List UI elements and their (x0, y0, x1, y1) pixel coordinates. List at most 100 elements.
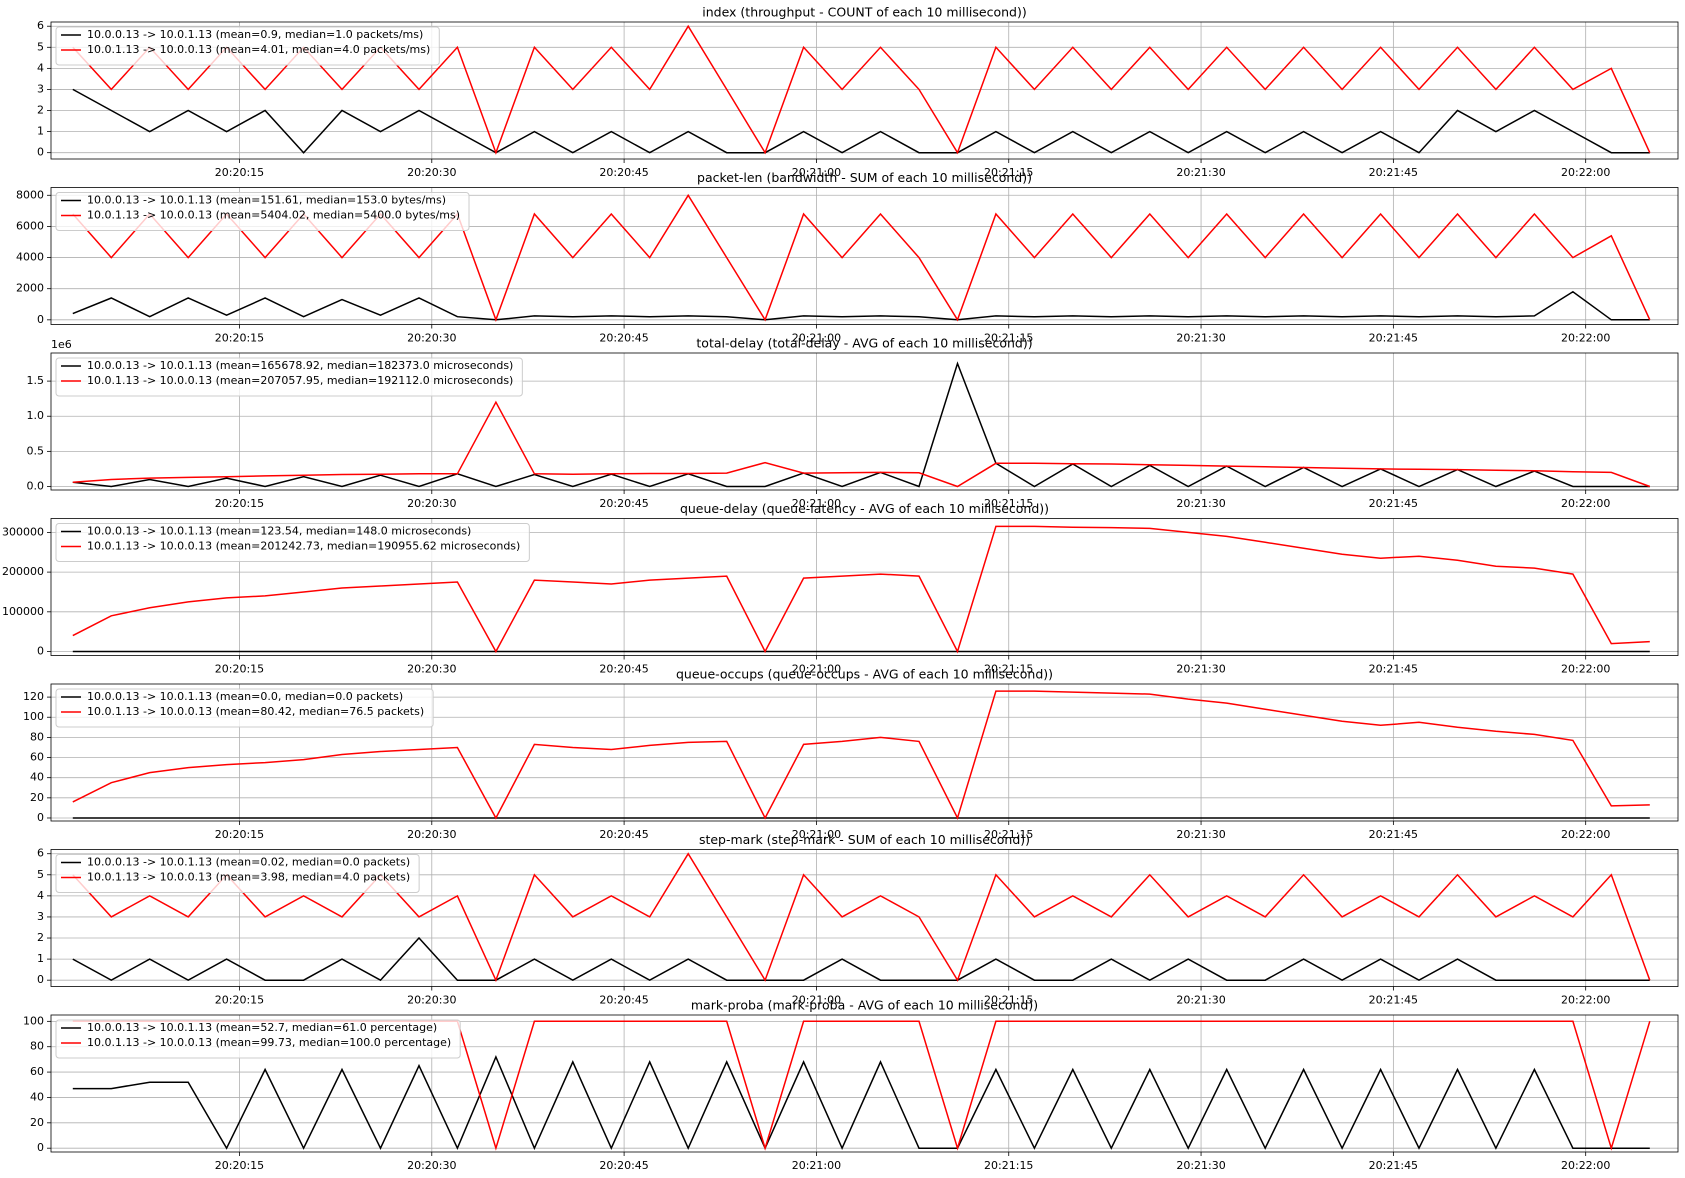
x-tick-label: 20:20:15 (215, 828, 264, 841)
x-tick-label: 20:21:30 (1176, 497, 1225, 510)
x-tick-label: 20:21:15 (984, 828, 1033, 841)
axes-frame (50, 187, 1679, 325)
x-tick-label: 20:20:15 (215, 663, 264, 676)
subplot: 20:20:15 20:20:30 20:20:45 20:21:00 20:21:15… (37, 832, 1679, 1007)
y-tick-label: 80 (30, 1040, 44, 1053)
x-tick-label: 20:21:15 (984, 663, 1033, 676)
subplot: 20:20:15 20:20:30 20:20:45 20:21:00 20:21:15… (16, 170, 1679, 345)
x-tick-label: 20:21:15 (984, 497, 1033, 510)
subplot-title: mark-proba (mark-proba - AVG of each 10 … (691, 998, 1038, 1013)
y-tick-label: 120 (23, 690, 44, 703)
legend: 10.0.0.13 -> 10.0.1.13 (mean=0.0, median… (55, 688, 434, 728)
y-tick-label: 100 (23, 710, 44, 723)
x-tick-label: 20:20:15 (215, 994, 264, 1007)
legend-frame (55, 192, 470, 231)
x-tick-label: 20:22:00 (1561, 332, 1610, 345)
series-line (72, 400, 1651, 488)
series-line (72, 690, 1650, 821)
x-tick-label: 20:21:00 (792, 497, 841, 510)
x-tick-label: 20:21:30 (1176, 332, 1225, 345)
subplot-title: packet-len (bandwidth - SUM of each 10 m… (697, 170, 1032, 185)
series-line (72, 936, 1650, 982)
legend-frame (55, 357, 523, 397)
legend-label: 10.0.0.13 -> 10.0.1.13 (mean=123.54, med… (87, 525, 471, 538)
series-line (72, 525, 1650, 654)
series-line (72, 24, 1651, 155)
y-tick-label: 300000 (2, 525, 44, 538)
subplot: 20:20:15 20:20:30 20:20:45 20:21:00 20:21:15… (23, 998, 1679, 1172)
subplot: 20:20:15 20:20:30 20:20:45 20:21:00 20:21:15… (27, 336, 1679, 510)
y-tick-label: 4000 (16, 251, 44, 264)
y-tick-label: 5 (37, 40, 44, 53)
x-tick-label: 20:20:30 (407, 497, 456, 510)
subplot-title: step-mark (step-mark - SUM of each 10 mi… (699, 832, 1030, 847)
x-tick-label: 20:21:45 (1369, 332, 1418, 345)
legend-label: 10.0.1.13 -> 10.0.0.13 (mean=207057.95, … (87, 374, 513, 387)
y-tick-label: 1 (37, 952, 44, 965)
series-line (72, 361, 1650, 488)
y-tick-label: 0 (37, 1141, 44, 1154)
legend-frame (55, 26, 440, 66)
x-tick-label: 20:20:30 (407, 663, 456, 676)
y-tick-label: 5 (37, 868, 44, 881)
legend-label: 10.0.1.13 -> 10.0.0.13 (mean=80.42, medi… (87, 705, 424, 718)
subplot: 20:20:15 20:20:30 20:20:45 20:21:00 20:21:15… (23, 667, 1679, 841)
series-line (72, 1054, 1650, 1151)
x-tick-label: 20:20:45 (599, 166, 648, 179)
y-tick-label: 2000 (16, 282, 44, 295)
subplot-title: queue-delay (queue-latency - AVG of each… (680, 501, 1049, 516)
x-tick-label: 20:20:45 (599, 994, 648, 1007)
y-tick-label: 0 (37, 811, 44, 824)
y-tick-label: 6 (37, 847, 44, 860)
y-tick-label: 2 (37, 104, 44, 117)
legend: 10.0.0.13 -> 10.0.1.13 (mean=0.02, media… (55, 854, 420, 893)
y-tick-label: 40 (30, 1090, 44, 1103)
x-tick-label: 20:22:00 (1561, 497, 1610, 510)
legend: 10.0.0.13 -> 10.0.1.13 (mean=151.61, med… (55, 192, 470, 231)
x-tick-label: 20:21:00 (792, 828, 841, 841)
legend: 10.0.0.13 -> 10.0.1.13 (mean=0.9, median… (55, 26, 440, 66)
y-tick-label: 60 (30, 1065, 44, 1078)
y-tick-label: 6000 (16, 219, 44, 232)
y-tick-label: 20 (30, 1116, 44, 1129)
x-tick-label: 20:21:00 (792, 1159, 841, 1172)
axes-frame (50, 352, 1679, 491)
y-tick-label: 0.0 (27, 479, 45, 492)
series-line (72, 852, 1651, 983)
legend-frame (55, 854, 420, 893)
y-tick-label: 200000 (2, 565, 44, 578)
x-tick-label: 20:21:15 (984, 332, 1033, 345)
x-tick-label: 20:20:15 (215, 1159, 264, 1172)
x-tick-label: 20:21:45 (1369, 663, 1418, 676)
subplot: 20:20:15 20:20:30 20:20:45 20:21:00 20:21:15… (37, 5, 1679, 179)
subplot-title: total-delay (total-delay - AVG of each 1… (696, 336, 1032, 351)
legend-label: 10.0.1.13 -> 10.0.0.13 (mean=201242.73, … (87, 540, 520, 553)
y-tick-label: 1.0 (27, 409, 45, 422)
series-line (72, 88, 1650, 154)
x-tick-label: 20:21:00 (792, 166, 841, 179)
axes-frame (50, 21, 1679, 160)
y-tick-label: 4 (37, 61, 44, 74)
y-tick-label: 20 (30, 791, 44, 804)
y-tick-label: 100000 (2, 605, 44, 618)
y-tick-label: 3 (37, 82, 44, 95)
legend: 10.0.0.13 -> 10.0.1.13 (mean=165678.92, … (55, 357, 523, 397)
x-tick-label: 20:20:15 (215, 166, 264, 179)
x-tick-label: 20:21:15 (984, 1159, 1033, 1172)
x-tick-label: 20:21:45 (1369, 166, 1418, 179)
x-tick-label: 20:22:00 (1561, 166, 1610, 179)
legend-frame (55, 688, 434, 728)
x-tick-label: 20:21:00 (792, 332, 841, 345)
subplot: 20:20:15 20:20:30 20:20:45 20:21:00 20:21:15… (2, 501, 1679, 676)
legend-label: 10.0.1.13 -> 10.0.0.13 (mean=4.01, media… (87, 43, 430, 56)
x-tick-label: 20:21:00 (792, 994, 841, 1007)
legend-label: 10.0.0.13 -> 10.0.1.13 (mean=0.02, media… (87, 856, 410, 869)
x-tick-label: 20:20:30 (407, 994, 456, 1007)
y-tick-label: 4 (37, 889, 44, 902)
x-tick-label: 20:20:30 (407, 332, 456, 345)
x-tick-label: 20:21:30 (1176, 828, 1225, 841)
x-tick-label: 20:20:15 (215, 332, 264, 345)
legend-label: 10.0.0.13 -> 10.0.1.13 (mean=52.7, media… (87, 1021, 437, 1034)
x-tick-label: 20:20:45 (599, 663, 648, 676)
